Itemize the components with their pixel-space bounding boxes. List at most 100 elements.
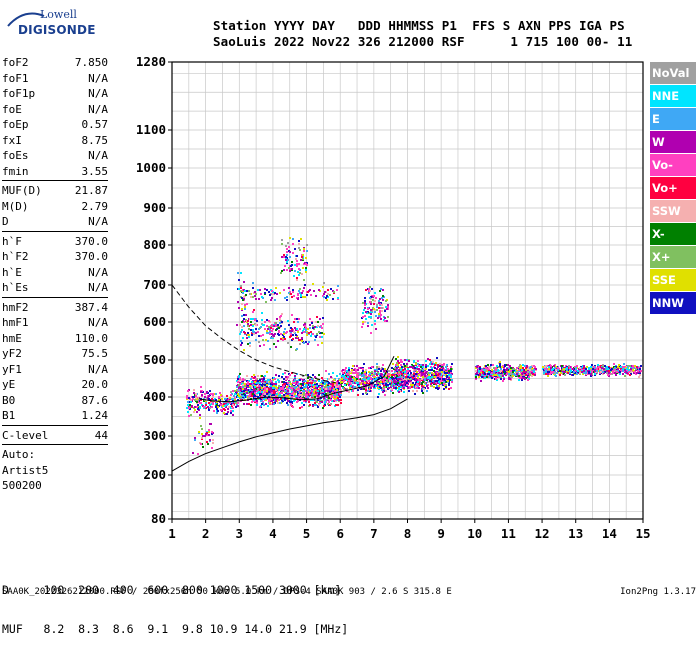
echo-point	[312, 333, 314, 335]
echo-point	[300, 238, 302, 240]
echo-point	[286, 388, 288, 390]
echo-point	[378, 366, 380, 368]
echo-point	[516, 371, 518, 373]
echo-point	[516, 367, 518, 369]
echo-point	[289, 401, 291, 403]
echo-point	[254, 392, 256, 394]
echo-point	[248, 336, 250, 338]
echo-point	[300, 383, 302, 385]
echo-point	[334, 396, 336, 398]
echo-point	[335, 386, 337, 388]
echo-point	[374, 372, 376, 374]
echo-point	[408, 360, 410, 362]
echo-point	[450, 366, 452, 368]
echo-point	[286, 261, 288, 263]
echo-point	[208, 409, 210, 411]
echo-point	[358, 367, 360, 369]
echo-point	[205, 402, 207, 404]
echo-point	[291, 393, 293, 395]
echo-point	[280, 272, 282, 274]
echo-point	[278, 381, 280, 383]
echo-point	[281, 321, 283, 323]
echo-point	[272, 387, 274, 389]
echo-point	[315, 321, 317, 323]
echo-point	[188, 397, 190, 399]
echo-point	[340, 399, 342, 401]
echo-point	[254, 295, 256, 297]
echo-point	[275, 346, 277, 348]
echo-point	[370, 309, 372, 311]
echo-point	[266, 330, 268, 332]
echo-point	[250, 324, 252, 326]
echo-point	[294, 375, 296, 377]
echo-point	[509, 365, 511, 367]
echo-point	[263, 404, 265, 406]
echo-point	[297, 293, 299, 295]
echo-point	[259, 379, 261, 381]
echo-point	[198, 431, 200, 433]
echo-point	[323, 333, 325, 335]
echo-point	[190, 414, 192, 416]
echo-point	[280, 325, 282, 327]
echo-point	[292, 406, 294, 408]
echo-point	[307, 374, 309, 376]
echo-point	[239, 373, 241, 375]
echo-point	[193, 411, 195, 413]
echo-point	[258, 335, 260, 337]
echo-point	[281, 395, 283, 397]
echo-point	[305, 341, 307, 343]
echo-point	[309, 327, 311, 329]
echo-point	[200, 391, 202, 393]
echo-point	[261, 387, 263, 389]
echo-point	[528, 376, 530, 378]
echo-point	[410, 382, 412, 384]
echo-point	[451, 363, 453, 365]
echo-point	[332, 298, 334, 300]
echo-point	[439, 369, 441, 371]
echo-point	[264, 288, 266, 290]
echo-point	[283, 394, 285, 396]
echo-point	[451, 381, 453, 383]
echo-point	[368, 375, 370, 377]
echo-point	[290, 404, 292, 406]
echo-point	[533, 369, 535, 371]
echo-point	[251, 381, 253, 383]
echo-point	[199, 406, 201, 408]
echo-point	[450, 368, 452, 370]
echo-point	[369, 290, 371, 292]
echo-point	[415, 379, 417, 381]
echo-point	[550, 365, 552, 367]
echo-point	[242, 378, 244, 380]
echo-point	[271, 297, 273, 299]
echo-point	[375, 385, 377, 387]
echo-point	[275, 374, 277, 376]
echo-point	[330, 403, 332, 405]
echo-point	[288, 267, 290, 269]
echo-point	[298, 268, 300, 270]
echo-point	[296, 401, 298, 403]
echo-point	[393, 387, 395, 389]
echo-point	[303, 394, 305, 396]
echo-point	[270, 380, 272, 382]
echo-point	[268, 291, 270, 293]
echo-point	[197, 408, 199, 410]
echo-point	[395, 369, 397, 371]
echo-point	[380, 387, 382, 389]
echo-point	[406, 382, 408, 384]
echo-point	[271, 290, 273, 292]
echo-point	[371, 371, 373, 373]
echo-point	[429, 359, 431, 361]
echo-point	[521, 369, 523, 371]
echo-point	[436, 368, 438, 370]
echo-point	[194, 399, 196, 401]
echo-point	[316, 401, 318, 403]
echo-point	[302, 254, 304, 256]
echo-point	[338, 399, 340, 401]
echo-point	[266, 390, 268, 392]
echo-point	[302, 384, 304, 386]
echo-point	[254, 381, 256, 383]
echo-point	[405, 376, 407, 378]
echo-point	[391, 388, 393, 390]
echo-point	[243, 296, 245, 298]
echo-point	[284, 372, 286, 374]
